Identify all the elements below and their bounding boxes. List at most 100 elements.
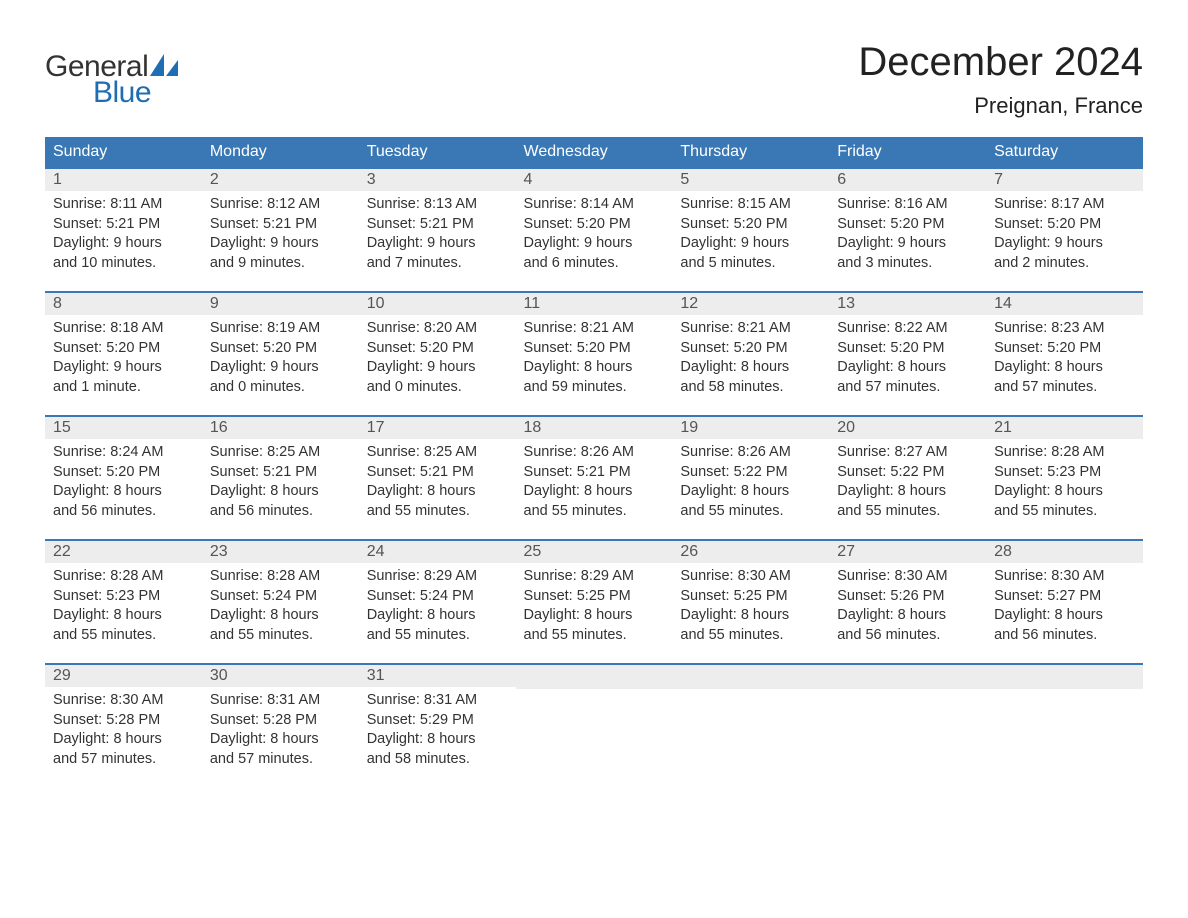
day-cell: 1Sunrise: 8:11 AMSunset: 5:21 PMDaylight… bbox=[45, 168, 202, 292]
sunset-line: Sunset: 5:23 PM bbox=[53, 587, 194, 607]
daylight-line: and 57 minutes. bbox=[994, 378, 1135, 398]
day-cell: 23Sunrise: 8:28 AMSunset: 5:24 PMDayligh… bbox=[202, 540, 359, 664]
day-body: Sunrise: 8:28 AMSunset: 5:23 PMDaylight:… bbox=[45, 563, 202, 653]
day-cell: 24Sunrise: 8:29 AMSunset: 5:24 PMDayligh… bbox=[359, 540, 516, 664]
daylight-line: and 55 minutes. bbox=[524, 502, 665, 522]
empty-day-bar bbox=[516, 665, 673, 689]
day-cell: 9Sunrise: 8:19 AMSunset: 5:20 PMDaylight… bbox=[202, 292, 359, 416]
day-body: Sunrise: 8:25 AMSunset: 5:21 PMDaylight:… bbox=[359, 439, 516, 529]
day-number: 18 bbox=[516, 417, 673, 439]
day-cell: 28Sunrise: 8:30 AMSunset: 5:27 PMDayligh… bbox=[986, 540, 1143, 664]
day-number: 6 bbox=[829, 169, 986, 191]
daylight-line: and 1 minute. bbox=[53, 378, 194, 398]
calendar-table: Sunday Monday Tuesday Wednesday Thursday… bbox=[45, 137, 1143, 788]
day-cell: 18Sunrise: 8:26 AMSunset: 5:21 PMDayligh… bbox=[516, 416, 673, 540]
daylight-line: Daylight: 8 hours bbox=[53, 730, 194, 750]
day-body: Sunrise: 8:15 AMSunset: 5:20 PMDaylight:… bbox=[672, 191, 829, 281]
day-cell: 2Sunrise: 8:12 AMSunset: 5:21 PMDaylight… bbox=[202, 168, 359, 292]
day-body: Sunrise: 8:20 AMSunset: 5:20 PMDaylight:… bbox=[359, 315, 516, 405]
day-number: 3 bbox=[359, 169, 516, 191]
daylight-line: and 55 minutes. bbox=[680, 626, 821, 646]
daylight-line: Daylight: 8 hours bbox=[994, 482, 1135, 502]
day-body: Sunrise: 8:21 AMSunset: 5:20 PMDaylight:… bbox=[672, 315, 829, 405]
weekday-header: Thursday bbox=[672, 137, 829, 168]
day-number: 20 bbox=[829, 417, 986, 439]
day-cell: 4Sunrise: 8:14 AMSunset: 5:20 PMDaylight… bbox=[516, 168, 673, 292]
day-cell: 13Sunrise: 8:22 AMSunset: 5:20 PMDayligh… bbox=[829, 292, 986, 416]
sunset-line: Sunset: 5:20 PM bbox=[53, 463, 194, 483]
weekday-header: Wednesday bbox=[516, 137, 673, 168]
sunset-line: Sunset: 5:20 PM bbox=[53, 339, 194, 359]
daylight-line: and 3 minutes. bbox=[837, 254, 978, 274]
day-cell: 15Sunrise: 8:24 AMSunset: 5:20 PMDayligh… bbox=[45, 416, 202, 540]
day-number: 13 bbox=[829, 293, 986, 315]
weekday-header: Sunday bbox=[45, 137, 202, 168]
empty-day-bar bbox=[829, 665, 986, 689]
day-number: 2 bbox=[202, 169, 359, 191]
daylight-line: Daylight: 8 hours bbox=[837, 482, 978, 502]
day-body: Sunrise: 8:12 AMSunset: 5:21 PMDaylight:… bbox=[202, 191, 359, 281]
sunset-line: Sunset: 5:20 PM bbox=[837, 215, 978, 235]
day-body: Sunrise: 8:11 AMSunset: 5:21 PMDaylight:… bbox=[45, 191, 202, 281]
daylight-line: Daylight: 9 hours bbox=[994, 234, 1135, 254]
sunrise-line: Sunrise: 8:21 AM bbox=[524, 319, 665, 339]
sunrise-line: Sunrise: 8:26 AM bbox=[524, 443, 665, 463]
sunrise-line: Sunrise: 8:14 AM bbox=[524, 195, 665, 215]
sunrise-line: Sunrise: 8:24 AM bbox=[53, 443, 194, 463]
daylight-line: and 59 minutes. bbox=[524, 378, 665, 398]
day-number: 8 bbox=[45, 293, 202, 315]
day-number: 30 bbox=[202, 665, 359, 687]
day-body: Sunrise: 8:26 AMSunset: 5:21 PMDaylight:… bbox=[516, 439, 673, 529]
sunset-line: Sunset: 5:20 PM bbox=[210, 339, 351, 359]
day-body: Sunrise: 8:26 AMSunset: 5:22 PMDaylight:… bbox=[672, 439, 829, 529]
daylight-line: Daylight: 8 hours bbox=[994, 606, 1135, 626]
day-body: Sunrise: 8:25 AMSunset: 5:21 PMDaylight:… bbox=[202, 439, 359, 529]
day-cell bbox=[986, 664, 1143, 788]
sunrise-line: Sunrise: 8:17 AM bbox=[994, 195, 1135, 215]
sunset-line: Sunset: 5:28 PM bbox=[53, 711, 194, 731]
sunset-line: Sunset: 5:20 PM bbox=[994, 339, 1135, 359]
daylight-line: and 55 minutes. bbox=[680, 502, 821, 522]
sunset-line: Sunset: 5:25 PM bbox=[524, 587, 665, 607]
day-body: Sunrise: 8:22 AMSunset: 5:20 PMDaylight:… bbox=[829, 315, 986, 405]
sunrise-line: Sunrise: 8:16 AM bbox=[837, 195, 978, 215]
day-cell: 21Sunrise: 8:28 AMSunset: 5:23 PMDayligh… bbox=[986, 416, 1143, 540]
daylight-line: and 55 minutes. bbox=[367, 626, 508, 646]
sunset-line: Sunset: 5:21 PM bbox=[210, 463, 351, 483]
calendar-body: 1Sunrise: 8:11 AMSunset: 5:21 PMDaylight… bbox=[45, 168, 1143, 788]
daylight-line: and 56 minutes. bbox=[53, 502, 194, 522]
daylight-line: and 0 minutes. bbox=[367, 378, 508, 398]
day-cell: 5Sunrise: 8:15 AMSunset: 5:20 PMDaylight… bbox=[672, 168, 829, 292]
daylight-line: and 6 minutes. bbox=[524, 254, 665, 274]
sunrise-line: Sunrise: 8:31 AM bbox=[367, 691, 508, 711]
day-cell bbox=[829, 664, 986, 788]
sunset-line: Sunset: 5:25 PM bbox=[680, 587, 821, 607]
sunrise-line: Sunrise: 8:11 AM bbox=[53, 195, 194, 215]
day-cell: 7Sunrise: 8:17 AMSunset: 5:20 PMDaylight… bbox=[986, 168, 1143, 292]
daylight-line: and 7 minutes. bbox=[367, 254, 508, 274]
sunrise-line: Sunrise: 8:22 AM bbox=[837, 319, 978, 339]
day-body: Sunrise: 8:29 AMSunset: 5:25 PMDaylight:… bbox=[516, 563, 673, 653]
daylight-line: Daylight: 8 hours bbox=[837, 358, 978, 378]
week-row: 8Sunrise: 8:18 AMSunset: 5:20 PMDaylight… bbox=[45, 292, 1143, 416]
day-number: 23 bbox=[202, 541, 359, 563]
daylight-line: Daylight: 8 hours bbox=[680, 482, 821, 502]
header: General Blue December 2024 Preignan, Fra… bbox=[45, 40, 1143, 119]
day-cell: 8Sunrise: 8:18 AMSunset: 5:20 PMDaylight… bbox=[45, 292, 202, 416]
day-number: 19 bbox=[672, 417, 829, 439]
sunrise-line: Sunrise: 8:30 AM bbox=[53, 691, 194, 711]
sunrise-line: Sunrise: 8:25 AM bbox=[210, 443, 351, 463]
day-number: 16 bbox=[202, 417, 359, 439]
day-cell: 17Sunrise: 8:25 AMSunset: 5:21 PMDayligh… bbox=[359, 416, 516, 540]
sunrise-line: Sunrise: 8:26 AM bbox=[680, 443, 821, 463]
sunset-line: Sunset: 5:27 PM bbox=[994, 587, 1135, 607]
day-number: 5 bbox=[672, 169, 829, 191]
sunrise-line: Sunrise: 8:30 AM bbox=[680, 567, 821, 587]
daylight-line: and 55 minutes. bbox=[837, 502, 978, 522]
sunset-line: Sunset: 5:20 PM bbox=[367, 339, 508, 359]
weekday-header: Friday bbox=[829, 137, 986, 168]
day-number: 15 bbox=[45, 417, 202, 439]
daylight-line: Daylight: 8 hours bbox=[994, 358, 1135, 378]
day-number: 12 bbox=[672, 293, 829, 315]
day-cell: 3Sunrise: 8:13 AMSunset: 5:21 PMDaylight… bbox=[359, 168, 516, 292]
